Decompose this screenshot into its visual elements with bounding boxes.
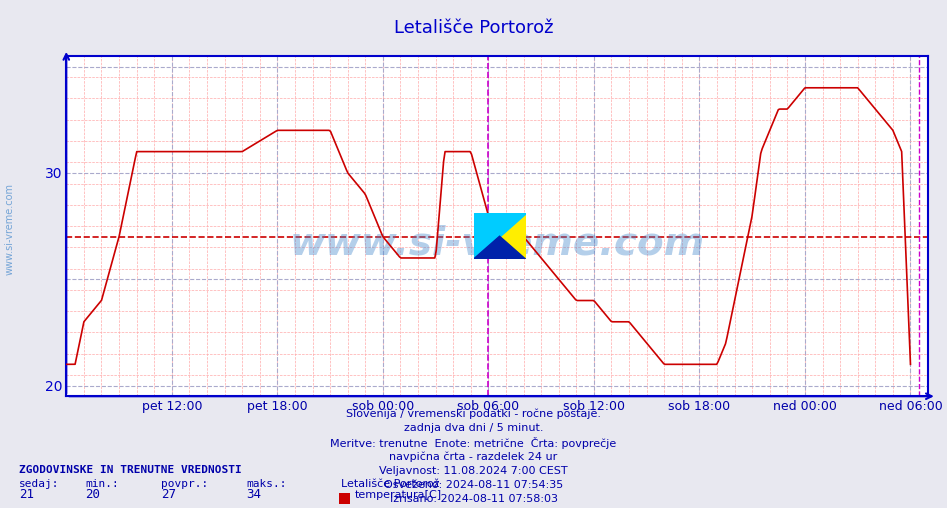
- Text: 27: 27: [161, 488, 176, 501]
- Text: www.si-vreme.com: www.si-vreme.com: [290, 224, 705, 262]
- Polygon shape: [474, 213, 526, 259]
- Text: povpr.:: povpr.:: [161, 479, 208, 489]
- Text: temperatura[C]: temperatura[C]: [355, 490, 442, 500]
- Text: 34: 34: [246, 488, 261, 501]
- Polygon shape: [474, 236, 526, 259]
- Text: 20: 20: [85, 488, 100, 501]
- Text: Osveženo: 2024-08-11 07:54:35: Osveženo: 2024-08-11 07:54:35: [384, 480, 563, 490]
- Text: www.si-vreme.com: www.si-vreme.com: [5, 182, 14, 275]
- Text: min.:: min.:: [85, 479, 119, 489]
- Text: Slovenija / vremenski podatki - ročne postaje.: Slovenija / vremenski podatki - ročne po…: [346, 409, 601, 420]
- Text: Izrisano: 2024-08-11 07:58:03: Izrisano: 2024-08-11 07:58:03: [389, 494, 558, 504]
- Text: maks.:: maks.:: [246, 479, 287, 489]
- Text: Letališče Portorož: Letališče Portorož: [394, 19, 553, 37]
- Text: ZGODOVINSKE IN TRENUTNE VREDNOSTI: ZGODOVINSKE IN TRENUTNE VREDNOSTI: [19, 465, 241, 475]
- Text: Veljavnost: 11.08.2024 7:00 CEST: Veljavnost: 11.08.2024 7:00 CEST: [379, 466, 568, 476]
- Text: Letališče Portorož: Letališče Portorož: [341, 479, 439, 489]
- Text: zadnja dva dni / 5 minut.: zadnja dva dni / 5 minut.: [403, 423, 544, 433]
- Text: navpična črta - razdelek 24 ur: navpična črta - razdelek 24 ur: [389, 452, 558, 462]
- Polygon shape: [474, 213, 526, 259]
- Text: Meritve: trenutne  Enote: metrične  Črta: povprečje: Meritve: trenutne Enote: metrične Črta: …: [331, 437, 616, 450]
- Text: sedaj:: sedaj:: [19, 479, 60, 489]
- Text: 21: 21: [19, 488, 34, 501]
